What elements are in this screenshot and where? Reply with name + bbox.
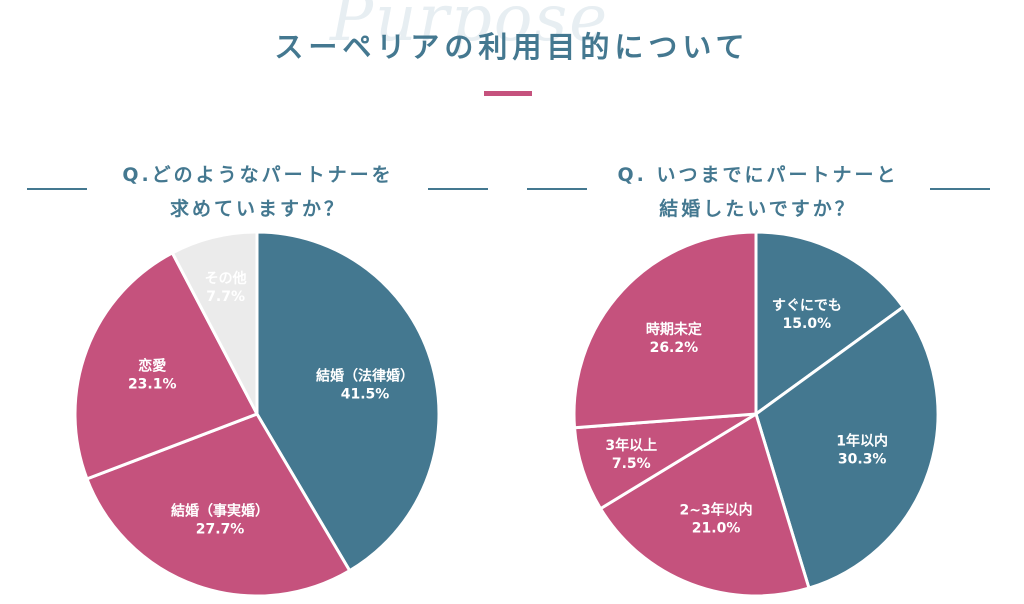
marriage-timing-slice-2-label: 2~3年以内 [679, 502, 752, 519]
partner-type-slice-2 [73, 251, 259, 481]
left-question-line2: 求めていますか？ [169, 198, 346, 220]
marriage-timing-slice-0-value: 15.0% [783, 316, 832, 332]
marriage-timing-slice-1 [754, 305, 940, 590]
marriage-timing-slice-3-label: 3年以上 [605, 437, 657, 454]
partner-type-slice-3 [170, 230, 259, 416]
title-underline [484, 91, 532, 96]
partner-type-slice-1-value: 27.7% [196, 522, 245, 538]
partner-type-slice-3-label: その他 [205, 270, 247, 287]
marriage-timing-slice-0-label: すぐにでも [772, 298, 842, 314]
left-question: Q.どのようなパートナーを 求めていますか？ [88, 158, 428, 226]
marriage-timing-slice-4-label: 時期未定 [646, 321, 702, 338]
partner-type-slice-2-label: 恋愛 [138, 357, 166, 374]
partner-type-slice-0 [255, 230, 441, 573]
page-title: スーペリアの利用目的について [274, 30, 750, 64]
right-question-line-left [527, 188, 587, 190]
marriage-timing-slice-0 [754, 230, 905, 416]
partner-type-slice-1-label: 結婚（事実婚） [171, 503, 269, 520]
marriage-timing-slice-2-value: 21.0% [692, 521, 741, 537]
partner-type-slice-3-value: 7.7% [206, 289, 245, 305]
partner-type-slice-1 [85, 412, 352, 598]
marriage-timing-slice-1-label: 1年以内 [836, 433, 888, 450]
marriage-timing-pie-chart: すぐにでも 15.0% 1年以内 30.3% 2~3年以内 21.0% 3年以上 7.5% 時期… [572, 230, 940, 598]
marriage-timing-slice-4-value: 26.2% [650, 340, 699, 356]
partner-type-slice-2-value: 23.1% [128, 376, 177, 392]
left-question-line-left [27, 188, 87, 190]
partner-type-slice-0-label: 結婚（法律婚） [316, 367, 414, 384]
purpose-watermark: Purpose [330, 0, 610, 56]
right-question-line2: 結婚したいですか？ [659, 198, 857, 220]
left-question-line-right [428, 188, 488, 190]
left-question-line1: Q.どのようなパートナーを [122, 164, 394, 186]
right-question-line1: Q. いつまでにパートナーと [617, 164, 899, 186]
marriage-timing-slice-3-value: 7.5% [612, 456, 651, 472]
right-question: Q. いつまでにパートナーと 結婚したいですか？ [588, 158, 928, 226]
marriage-timing-slice-4 [572, 230, 758, 430]
partner-type-pie-chart: 結婚（法律婚） 41.5% 結婚（事実婚） 27.7% 恋愛 23.1% その他 7.7% [73, 230, 441, 598]
marriage-timing-slice-2 [599, 412, 811, 598]
partner-type-slice-0-value: 41.5% [341, 386, 390, 402]
marriage-timing-slice-1-value: 30.3% [838, 452, 887, 468]
right-question-line-right [930, 188, 990, 190]
